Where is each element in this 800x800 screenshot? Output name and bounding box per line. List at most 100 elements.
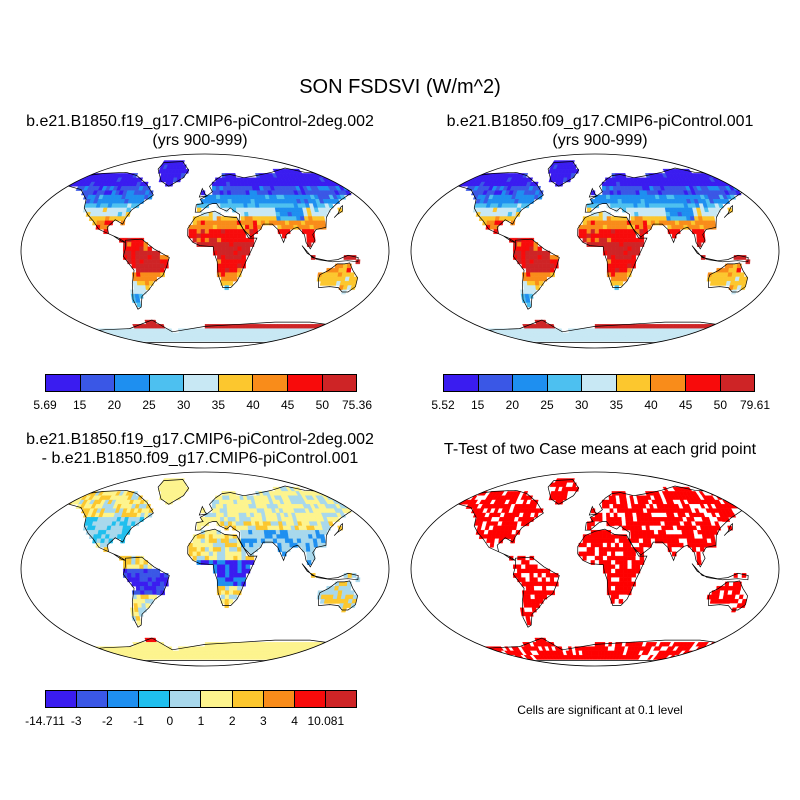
colorbar-tick-label: 20 bbox=[505, 398, 520, 412]
coastline bbox=[707, 580, 748, 611]
colorbar-tick-label: 4 bbox=[291, 714, 298, 728]
significance-note: Cells are significant at 0.1 level bbox=[517, 703, 683, 717]
colorbar-tick-label: -14.711 bbox=[25, 714, 65, 728]
coastline bbox=[512, 556, 560, 628]
panel-3-colorbar-swatches bbox=[45, 690, 357, 708]
colorbar-tick-label: 25 bbox=[142, 398, 156, 412]
map-border bbox=[410, 153, 780, 349]
colorbar-tick-label: 45 bbox=[280, 398, 295, 412]
coastline bbox=[512, 238, 560, 310]
colorbar-tick-label: -3 bbox=[70, 714, 82, 728]
panel-1-colorbar: 5.69 15 20 25 30 35 40 45 50 75.36 bbox=[33, 374, 372, 414]
coastline bbox=[333, 205, 343, 218]
coastline bbox=[723, 523, 733, 536]
colorbar-swatch bbox=[263, 691, 295, 707]
coastline bbox=[584, 167, 755, 250]
coastline bbox=[577, 528, 648, 606]
colorbar-swatch bbox=[77, 691, 109, 707]
panel-2-map bbox=[410, 153, 780, 349]
colorbar-tick-label: 50 bbox=[713, 398, 728, 412]
panel-1-colorbar-swatches bbox=[45, 374, 357, 392]
coastline bbox=[194, 167, 365, 250]
colorbar-swatch bbox=[149, 375, 185, 391]
colorbar-tick-label: 1 bbox=[197, 714, 205, 728]
colorbar-tick-label: -1 bbox=[133, 714, 144, 728]
coastline bbox=[198, 187, 208, 198]
coastline bbox=[547, 479, 580, 505]
colorbar-swatch bbox=[184, 375, 219, 391]
figure-title: SON FSDSVI (W/m^2) bbox=[299, 76, 501, 98]
colorbar-tick-label: 20 bbox=[107, 398, 122, 412]
colorbar-tick-label: 40 bbox=[246, 398, 260, 412]
coastline bbox=[198, 505, 208, 516]
panel-4-title-line1: T-Test of two Case means at each grid po… bbox=[443, 441, 757, 458]
colorbar-swatch bbox=[444, 375, 479, 391]
panel-2-title-line1: b.e21.B1850.f09_g17.CMIP6-piControl.001 bbox=[446, 113, 754, 130]
panel-3-map bbox=[20, 471, 390, 667]
coastline bbox=[691, 563, 749, 581]
colorbar-swatch bbox=[582, 375, 617, 391]
panel-3-title: b.e21.B1850.f19_g17.CMIP6-piControl-2deg… bbox=[0, 430, 400, 468]
coastline bbox=[301, 563, 359, 581]
colorbar-swatch bbox=[294, 691, 326, 707]
coastline bbox=[122, 556, 170, 628]
colorbar-tick-label: 30 bbox=[574, 398, 589, 412]
colorbar-tick-label: 79.61 bbox=[739, 398, 771, 412]
colorbar-swatch bbox=[80, 375, 116, 391]
coastline bbox=[317, 580, 358, 611]
panel-2-colorbar-swatches bbox=[443, 374, 755, 392]
panel-2-title-line2: (yrs 900-999) bbox=[552, 132, 648, 149]
panel-4-title: T-Test of two Case means at each grid po… bbox=[400, 440, 800, 459]
coastline bbox=[56, 489, 154, 561]
colorbar-swatch bbox=[46, 691, 78, 707]
colorbar-tick-label: 30 bbox=[176, 398, 191, 412]
coastline bbox=[301, 245, 359, 263]
colorbar-tick-label: 3 bbox=[260, 714, 267, 728]
colorbar-tick-label: 2 bbox=[228, 714, 236, 728]
panel-3-colorbar: -14.711 -3 -2 -1 0 1 2 3 4 10.081 bbox=[25, 690, 357, 730]
colorbar-swatch bbox=[46, 375, 81, 391]
colorbar-swatch bbox=[685, 375, 721, 391]
colorbar-swatch bbox=[616, 375, 652, 391]
coastline bbox=[187, 210, 258, 288]
colorbar-tick-label: 15 bbox=[72, 398, 87, 412]
colorbar-swatch bbox=[201, 691, 233, 707]
coastline bbox=[122, 238, 170, 310]
colorbar-swatch bbox=[108, 691, 140, 707]
coastline bbox=[56, 171, 154, 243]
panel-3-title-line1: b.e21.B1850.f19_g17.CMIP6-piControl-2deg… bbox=[26, 431, 374, 448]
coastline bbox=[547, 161, 580, 187]
colorbar-swatch bbox=[513, 375, 548, 391]
colorbar-tick-label: 10.081 bbox=[307, 714, 345, 728]
colorbar-tick-label: 25 bbox=[540, 398, 554, 412]
map-border bbox=[20, 153, 390, 349]
coastline bbox=[194, 485, 365, 568]
colorbar-swatch bbox=[287, 375, 323, 391]
map-border bbox=[20, 471, 390, 667]
colorbar-tick-label: 0 bbox=[166, 714, 174, 728]
colorbar-swatch bbox=[322, 375, 357, 391]
coastline bbox=[446, 489, 544, 561]
map-border bbox=[410, 471, 780, 667]
colorbar-swatch bbox=[547, 375, 583, 391]
panel-2-title: b.e21.B1850.f09_g17.CMIP6-piControl.001 … bbox=[400, 112, 800, 150]
colorbar-swatch bbox=[218, 375, 254, 391]
coastline bbox=[187, 528, 258, 606]
coastline bbox=[157, 161, 190, 187]
colorbar-tick-label: -2 bbox=[102, 714, 113, 728]
colorbar-swatch bbox=[720, 375, 755, 391]
panel-4-map bbox=[410, 471, 780, 667]
colorbar-tick-label: 35 bbox=[609, 398, 624, 412]
colorbar-tick-label: 40 bbox=[644, 398, 658, 412]
panel-1-map bbox=[20, 153, 390, 349]
colorbar-tick-label: 5.52 bbox=[431, 398, 455, 412]
colorbar-swatch bbox=[139, 691, 171, 707]
coastline bbox=[588, 505, 598, 516]
coastline bbox=[588, 187, 598, 198]
colorbar-swatch bbox=[325, 691, 356, 707]
coastline bbox=[707, 262, 748, 293]
colorbar-tick-label: 15 bbox=[470, 398, 485, 412]
colorbar-tick-label: 45 bbox=[678, 398, 693, 412]
panel-1-title-line2: (yrs 900-999) bbox=[152, 132, 248, 149]
coastline bbox=[317, 262, 358, 293]
